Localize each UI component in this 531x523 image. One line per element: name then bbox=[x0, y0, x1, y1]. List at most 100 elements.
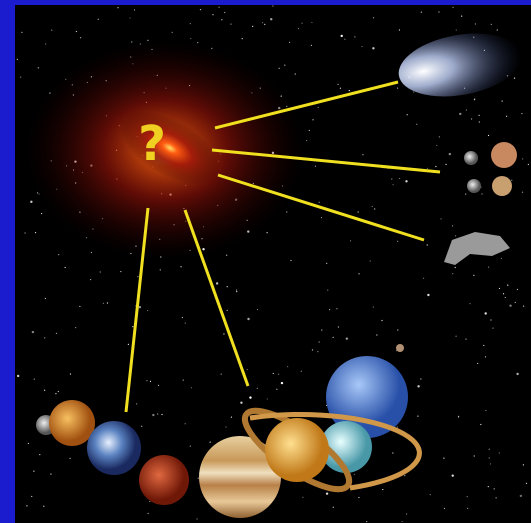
star bbox=[527, 163, 529, 166]
star bbox=[429, 494, 431, 496]
star bbox=[488, 457, 490, 459]
star bbox=[278, 67, 280, 69]
star bbox=[467, 507, 469, 509]
star bbox=[362, 154, 364, 156]
star bbox=[502, 293, 505, 295]
star bbox=[57, 390, 59, 393]
star bbox=[37, 67, 39, 69]
star bbox=[478, 121, 480, 123]
star bbox=[318, 201, 320, 203]
nebula-core bbox=[120, 111, 220, 185]
star bbox=[516, 372, 519, 376]
star bbox=[180, 266, 182, 268]
star bbox=[426, 167, 429, 169]
star bbox=[401, 520, 403, 523]
star bbox=[141, 425, 143, 427]
star bbox=[131, 41, 133, 43]
star bbox=[127, 343, 129, 346]
star bbox=[212, 14, 214, 16]
star bbox=[466, 496, 468, 498]
star bbox=[329, 309, 331, 311]
star bbox=[246, 368, 248, 371]
star bbox=[16, 58, 18, 60]
star bbox=[443, 457, 445, 459]
star bbox=[451, 225, 454, 227]
star bbox=[396, 87, 399, 89]
star bbox=[488, 448, 490, 450]
star bbox=[474, 98, 476, 100]
star bbox=[339, 87, 342, 89]
star bbox=[21, 31, 23, 33]
star bbox=[498, 287, 501, 290]
star bbox=[470, 118, 473, 120]
star bbox=[287, 365, 289, 368]
star bbox=[182, 379, 184, 381]
star bbox=[416, 123, 418, 125]
star bbox=[264, 23, 266, 25]
star bbox=[311, 349, 314, 351]
star bbox=[132, 326, 134, 328]
star bbox=[79, 305, 81, 308]
star bbox=[252, 25, 254, 27]
line bbox=[183, 209, 250, 387]
star bbox=[445, 163, 447, 166]
star bbox=[44, 389, 46, 391]
star bbox=[461, 15, 463, 17]
star bbox=[340, 34, 343, 38]
star bbox=[69, 373, 72, 375]
star bbox=[391, 178, 393, 180]
star bbox=[484, 356, 487, 358]
star bbox=[235, 289, 238, 291]
star bbox=[349, 240, 352, 242]
moon bbox=[492, 176, 512, 196]
star bbox=[209, 441, 211, 443]
line bbox=[217, 173, 425, 242]
star bbox=[455, 335, 457, 337]
star bbox=[288, 41, 291, 43]
star bbox=[381, 319, 383, 322]
star bbox=[509, 304, 512, 307]
star bbox=[413, 91, 415, 93]
star bbox=[256, 387, 258, 389]
star bbox=[358, 496, 360, 499]
star bbox=[225, 426, 227, 428]
star bbox=[487, 134, 490, 137]
star bbox=[146, 380, 148, 382]
star bbox=[481, 193, 483, 195]
star bbox=[230, 416, 233, 418]
star bbox=[97, 18, 99, 20]
star bbox=[483, 344, 485, 347]
star bbox=[26, 505, 28, 507]
moon bbox=[464, 151, 478, 165]
star bbox=[302, 496, 304, 498]
star bbox=[454, 266, 456, 269]
star bbox=[392, 452, 394, 454]
star bbox=[159, 269, 161, 271]
line bbox=[211, 148, 441, 174]
star bbox=[221, 19, 223, 21]
star bbox=[487, 266, 490, 268]
line bbox=[124, 207, 150, 413]
star bbox=[55, 393, 57, 395]
star bbox=[525, 482, 528, 484]
star bbox=[99, 271, 101, 273]
star bbox=[452, 6, 454, 8]
star bbox=[90, 251, 93, 254]
star bbox=[266, 398, 268, 400]
star bbox=[44, 297, 46, 300]
star bbox=[31, 495, 33, 498]
star bbox=[272, 5, 274, 7]
asteroid bbox=[444, 232, 510, 265]
star bbox=[314, 165, 317, 167]
saturn bbox=[241, 407, 422, 493]
star bbox=[521, 191, 524, 193]
star bbox=[473, 455, 475, 457]
star bbox=[270, 18, 273, 21]
star bbox=[332, 506, 334, 508]
star bbox=[197, 477, 199, 479]
star bbox=[345, 337, 349, 340]
star bbox=[190, 387, 192, 389]
star bbox=[504, 296, 506, 299]
star bbox=[199, 9, 202, 11]
